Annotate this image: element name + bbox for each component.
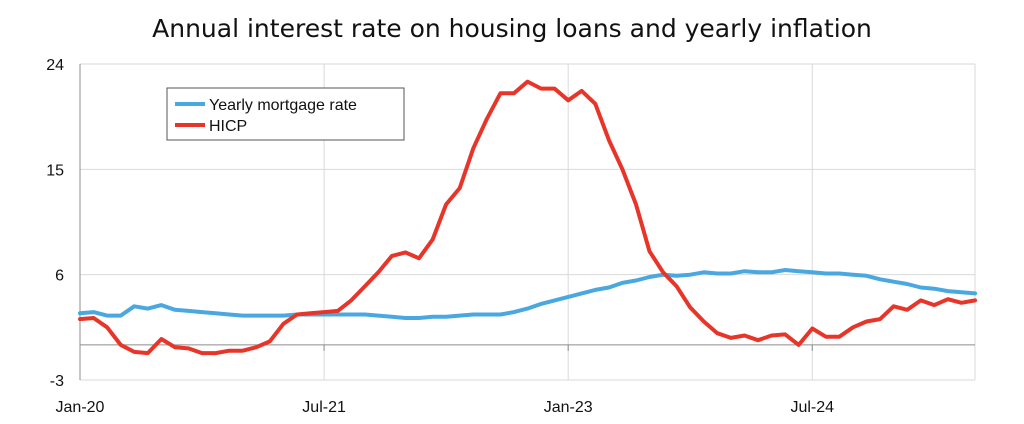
x-tick-label: Jan-23 xyxy=(544,399,593,416)
legend-box xyxy=(166,87,405,141)
axes xyxy=(79,64,975,380)
x-tick-labels: Jan-20 Jul-21 Jan-23 Jul-24 xyxy=(56,399,835,416)
chart-title: Annual interest rate on housing loans an… xyxy=(152,14,872,43)
grid-lines xyxy=(80,63,976,381)
x-tick-label: Jan-20 xyxy=(56,399,105,416)
series-line-yearly-mortgage-rate xyxy=(78,268,977,320)
series-lines xyxy=(78,79,977,356)
legend-label-yearly-mortgage-rate: Yearly mortgage rate xyxy=(209,97,357,114)
y-tick-label: 6 xyxy=(55,268,64,285)
x-tick-label: Jul-21 xyxy=(302,399,346,416)
series-line-hicp xyxy=(78,79,977,356)
y-tick-labels: 24 15 6 -3 xyxy=(46,57,64,390)
y-tick-label: -3 xyxy=(50,373,64,390)
y-tick-label: 15 xyxy=(46,162,64,179)
legend: Yearly mortgage rate HICP xyxy=(166,87,405,141)
y-tick-label: 24 xyxy=(46,57,64,74)
legend-label-hicp: HICP xyxy=(209,118,247,135)
x-tick-label: Jul-24 xyxy=(790,399,834,416)
